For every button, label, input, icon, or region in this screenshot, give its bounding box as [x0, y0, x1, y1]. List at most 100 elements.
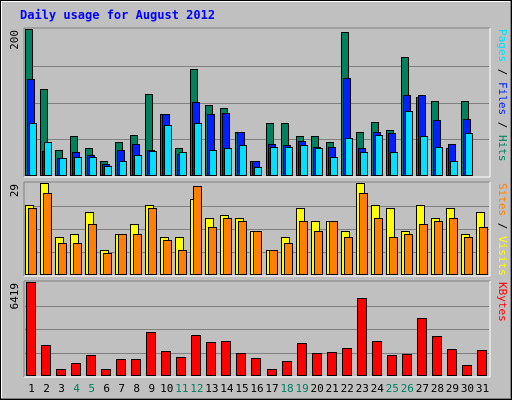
x-tick-label-6: 6 [103, 382, 110, 395]
bar-sites-day-20 [314, 231, 323, 275]
bar-pages-day-7 [119, 161, 127, 176]
bar-pages-day-20 [315, 148, 323, 176]
bar-pages-day-10 [164, 125, 172, 176]
legend-entry: Files [496, 82, 509, 115]
x-tick-label-4: 4 [73, 382, 80, 395]
y-max-label: 6419 [8, 283, 21, 310]
bar-pages-day-30 [465, 133, 473, 176]
bar-pages-day-8 [134, 155, 142, 176]
bar-kbytes-day-28 [432, 336, 442, 376]
bar-kbytes-day-17 [267, 369, 277, 376]
bar-kbytes-day-24 [372, 341, 382, 376]
series-legend: Sites / Visits [496, 183, 509, 276]
bar-pages-day-1 [29, 123, 37, 176]
bar-kbytes-day-21 [327, 352, 337, 376]
bar-sites-day-29 [449, 218, 458, 275]
x-tick-label-20: 20 [311, 382, 324, 395]
legend-separator: / [496, 62, 509, 82]
x-tick-label-7: 7 [118, 382, 125, 395]
bar-sites-day-16 [253, 231, 262, 275]
bar-kbytes-day-10 [161, 351, 171, 376]
x-tick-label-26: 26 [401, 382, 414, 395]
legend-entry: Sites [496, 183, 509, 216]
bar-kbytes-day-25 [387, 355, 397, 376]
bar-sites-day-6 [103, 253, 112, 275]
legend-separator: / [496, 216, 509, 236]
bar-sites-day-15 [238, 221, 247, 275]
x-tick-label-2: 2 [43, 382, 50, 395]
bar-pages-day-28 [435, 147, 443, 176]
bar-kbytes-day-12 [191, 335, 201, 376]
bar-pages-day-12 [194, 123, 202, 176]
bar-sites-day-27 [419, 224, 428, 275]
panel-requests: 200 Pages / Files / Hits [8, 27, 509, 178]
y-max-label: 29 [8, 184, 21, 197]
bar-kbytes-day-31 [477, 350, 487, 376]
x-tick-label-10: 10 [160, 382, 173, 395]
panel-kbytes: 6419 KBytes [8, 280, 509, 378]
chart-panels: 200 Pages / Files / Hits 29 Sites / Visits 6… [8, 27, 509, 378]
x-tick-label-18: 18 [280, 382, 293, 395]
bar-sites-day-8 [133, 234, 142, 275]
bar-kbytes-day-14 [221, 341, 231, 376]
panel-visits: 29 Sites / Visits [8, 181, 509, 277]
bar-pages-day-13 [209, 150, 217, 176]
x-tick-label-1: 1 [28, 382, 35, 395]
bar-kbytes-day-6 [101, 369, 111, 376]
bar-kbytes-day-26 [402, 354, 412, 376]
legend-entry: KBytes [496, 282, 509, 322]
x-tick-label-23: 23 [356, 382, 369, 395]
bar-pages-day-26 [405, 111, 413, 176]
bar-sites-day-31 [479, 227, 488, 275]
legend-entry: Pages [496, 29, 509, 62]
bar-sites-day-26 [404, 234, 413, 275]
bar-sites-day-7 [118, 234, 127, 275]
bar-pages-day-23 [360, 152, 368, 176]
x-tick-label-5: 5 [88, 382, 95, 395]
x-tick-label-13: 13 [205, 382, 218, 395]
bar-pages-day-22 [345, 138, 353, 176]
bar-kbytes-day-16 [251, 358, 261, 376]
bar-kbytes-day-9 [146, 332, 156, 376]
bar-sites-day-11 [178, 250, 187, 275]
bar-pages-day-24 [375, 135, 383, 176]
x-tick-label-28: 28 [431, 382, 444, 395]
x-tick-label-22: 22 [341, 382, 354, 395]
bar-kbytes-day-27 [417, 318, 427, 376]
bar-sites-day-1 [28, 208, 37, 275]
bar-kbytes-day-3 [56, 369, 66, 376]
bar-kbytes-day-4 [71, 363, 81, 376]
bar-pages-day-5 [89, 157, 97, 176]
bar-sites-day-2 [43, 193, 52, 275]
bar-sites-day-17 [269, 250, 278, 275]
bar-pages-day-11 [179, 152, 187, 176]
bar-pages-day-15 [239, 145, 247, 176]
x-tick-label-29: 29 [446, 382, 459, 395]
x-tick-label-30: 30 [461, 382, 474, 395]
bar-sites-day-3 [58, 243, 67, 275]
x-tick-label-25: 25 [386, 382, 399, 395]
bar-kbytes-day-23 [357, 298, 367, 376]
bar-sites-day-18 [284, 243, 293, 275]
series-legend: Pages / Files / Hits [496, 29, 509, 162]
bar-kbytes-day-8 [131, 359, 141, 376]
bar-kbytes-day-11 [176, 357, 186, 376]
legend-entry: Visits [496, 236, 509, 276]
bar-pages-day-14 [224, 148, 232, 176]
series-legend: KBytes [496, 282, 509, 322]
x-tick-label-12: 12 [190, 382, 203, 395]
bar-kbytes-day-29 [447, 349, 457, 376]
bar-pages-day-6 [104, 166, 112, 176]
bar-kbytes-day-7 [116, 359, 126, 376]
bar-sites-day-22 [344, 237, 353, 275]
bar-sites-day-25 [389, 237, 398, 275]
x-tick-label-14: 14 [220, 382, 234, 395]
bar-pages-day-17 [270, 147, 278, 176]
bar-kbytes-day-2 [41, 345, 51, 376]
bar-sites-day-10 [163, 240, 172, 275]
bar-pages-day-9 [149, 151, 157, 176]
bar-kbytes-day-19 [297, 343, 307, 376]
x-tick-label-27: 27 [416, 382, 429, 395]
x-tick-label-31: 31 [476, 382, 489, 395]
